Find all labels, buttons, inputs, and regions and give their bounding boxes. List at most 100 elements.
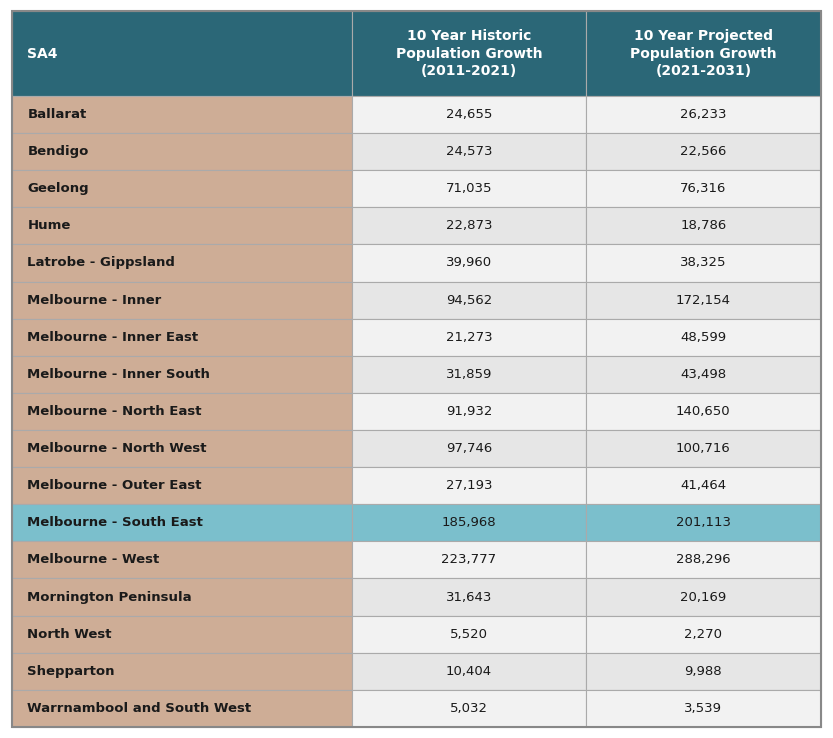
Bar bbox=[352, 579, 586, 615]
Text: Melbourne - Inner East: Melbourne - Inner East bbox=[27, 331, 198, 344]
Bar bbox=[586, 244, 821, 281]
Bar bbox=[352, 430, 586, 467]
Bar bbox=[586, 281, 821, 319]
Bar bbox=[586, 11, 821, 96]
Text: 91,932: 91,932 bbox=[446, 405, 492, 418]
Bar bbox=[586, 319, 821, 356]
Bar bbox=[12, 244, 352, 281]
Text: Ballarat: Ballarat bbox=[27, 108, 87, 121]
Text: 185,968: 185,968 bbox=[441, 517, 496, 529]
Text: 3,539: 3,539 bbox=[685, 702, 722, 715]
Text: 97,746: 97,746 bbox=[446, 442, 492, 455]
Bar bbox=[586, 579, 821, 615]
Text: Hume: Hume bbox=[27, 219, 71, 232]
Bar bbox=[352, 207, 586, 244]
Bar bbox=[586, 393, 821, 430]
Bar bbox=[586, 356, 821, 393]
Bar bbox=[12, 207, 352, 244]
Bar bbox=[12, 542, 352, 579]
Text: 24,655: 24,655 bbox=[446, 108, 492, 121]
Text: 10 Year Projected
Population Growth
(2021-2031): 10 Year Projected Population Growth (202… bbox=[630, 30, 776, 77]
Bar bbox=[12, 281, 352, 319]
Text: 24,573: 24,573 bbox=[446, 145, 492, 158]
Bar bbox=[352, 652, 586, 690]
Text: 140,650: 140,650 bbox=[676, 405, 731, 418]
Bar bbox=[586, 96, 821, 133]
Text: Melbourne - Inner South: Melbourne - Inner South bbox=[27, 368, 211, 381]
Bar bbox=[12, 11, 352, 96]
Text: 71,035: 71,035 bbox=[446, 182, 492, 196]
Text: 172,154: 172,154 bbox=[676, 294, 731, 306]
Bar bbox=[352, 133, 586, 170]
Text: 9,988: 9,988 bbox=[685, 665, 722, 677]
Text: Warrnambool and South West: Warrnambool and South West bbox=[27, 702, 252, 715]
Text: 5,032: 5,032 bbox=[450, 702, 488, 715]
Bar bbox=[352, 504, 586, 542]
Text: 22,873: 22,873 bbox=[446, 219, 492, 232]
Text: 48,599: 48,599 bbox=[681, 331, 726, 344]
Text: 26,233: 26,233 bbox=[680, 108, 726, 121]
Text: 20,169: 20,169 bbox=[681, 590, 726, 604]
Bar bbox=[352, 467, 586, 504]
Text: 76,316: 76,316 bbox=[681, 182, 726, 196]
Text: 100,716: 100,716 bbox=[676, 442, 731, 455]
Bar bbox=[352, 356, 586, 393]
Bar bbox=[12, 430, 352, 467]
Text: 94,562: 94,562 bbox=[446, 294, 492, 306]
Bar bbox=[586, 504, 821, 542]
Text: Shepparton: Shepparton bbox=[27, 665, 115, 677]
Bar bbox=[586, 690, 821, 727]
Text: 288,296: 288,296 bbox=[676, 554, 731, 566]
Bar bbox=[586, 207, 821, 244]
Text: 21,273: 21,273 bbox=[446, 331, 492, 344]
Bar bbox=[352, 690, 586, 727]
Bar bbox=[12, 467, 352, 504]
Bar bbox=[12, 96, 352, 133]
Text: 38,325: 38,325 bbox=[680, 257, 726, 269]
Text: Melbourne - South East: Melbourne - South East bbox=[27, 517, 203, 529]
Bar bbox=[352, 615, 586, 652]
Text: Melbourne - Outer East: Melbourne - Outer East bbox=[27, 479, 202, 492]
Bar bbox=[12, 579, 352, 615]
Text: 31,643: 31,643 bbox=[446, 590, 492, 604]
Bar bbox=[352, 11, 586, 96]
Bar bbox=[352, 281, 586, 319]
Bar bbox=[12, 615, 352, 652]
Text: Mornington Peninsula: Mornington Peninsula bbox=[27, 590, 192, 604]
Bar bbox=[12, 356, 352, 393]
Bar bbox=[586, 467, 821, 504]
Bar bbox=[12, 319, 352, 356]
Bar bbox=[586, 542, 821, 579]
Text: Bendigo: Bendigo bbox=[27, 145, 89, 158]
Bar bbox=[12, 690, 352, 727]
Text: 2,270: 2,270 bbox=[685, 627, 722, 641]
Bar bbox=[586, 430, 821, 467]
Bar bbox=[586, 615, 821, 652]
Bar bbox=[586, 652, 821, 690]
Text: 223,777: 223,777 bbox=[441, 554, 496, 566]
Bar bbox=[352, 244, 586, 281]
Bar bbox=[352, 393, 586, 430]
Text: SA4: SA4 bbox=[27, 46, 58, 61]
Bar bbox=[12, 133, 352, 170]
Text: 18,786: 18,786 bbox=[681, 219, 726, 232]
Text: 27,193: 27,193 bbox=[446, 479, 492, 492]
Text: Melbourne - Inner: Melbourne - Inner bbox=[27, 294, 162, 306]
Text: 10 Year Historic
Population Growth
(2011-2021): 10 Year Historic Population Growth (2011… bbox=[396, 30, 542, 77]
Bar bbox=[12, 393, 352, 430]
Bar bbox=[352, 542, 586, 579]
Text: Melbourne - West: Melbourne - West bbox=[27, 554, 160, 566]
Bar bbox=[12, 652, 352, 690]
Bar bbox=[352, 170, 586, 207]
Text: 31,859: 31,859 bbox=[446, 368, 492, 381]
Text: Melbourne - North West: Melbourne - North West bbox=[27, 442, 207, 455]
Text: 41,464: 41,464 bbox=[681, 479, 726, 492]
Bar bbox=[352, 319, 586, 356]
Text: 39,960: 39,960 bbox=[446, 257, 492, 269]
Text: 201,113: 201,113 bbox=[676, 517, 731, 529]
Text: Melbourne - North East: Melbourne - North East bbox=[27, 405, 202, 418]
Text: 5,520: 5,520 bbox=[450, 627, 488, 641]
Bar bbox=[586, 170, 821, 207]
Text: 22,566: 22,566 bbox=[681, 145, 726, 158]
Text: North West: North West bbox=[27, 627, 112, 641]
